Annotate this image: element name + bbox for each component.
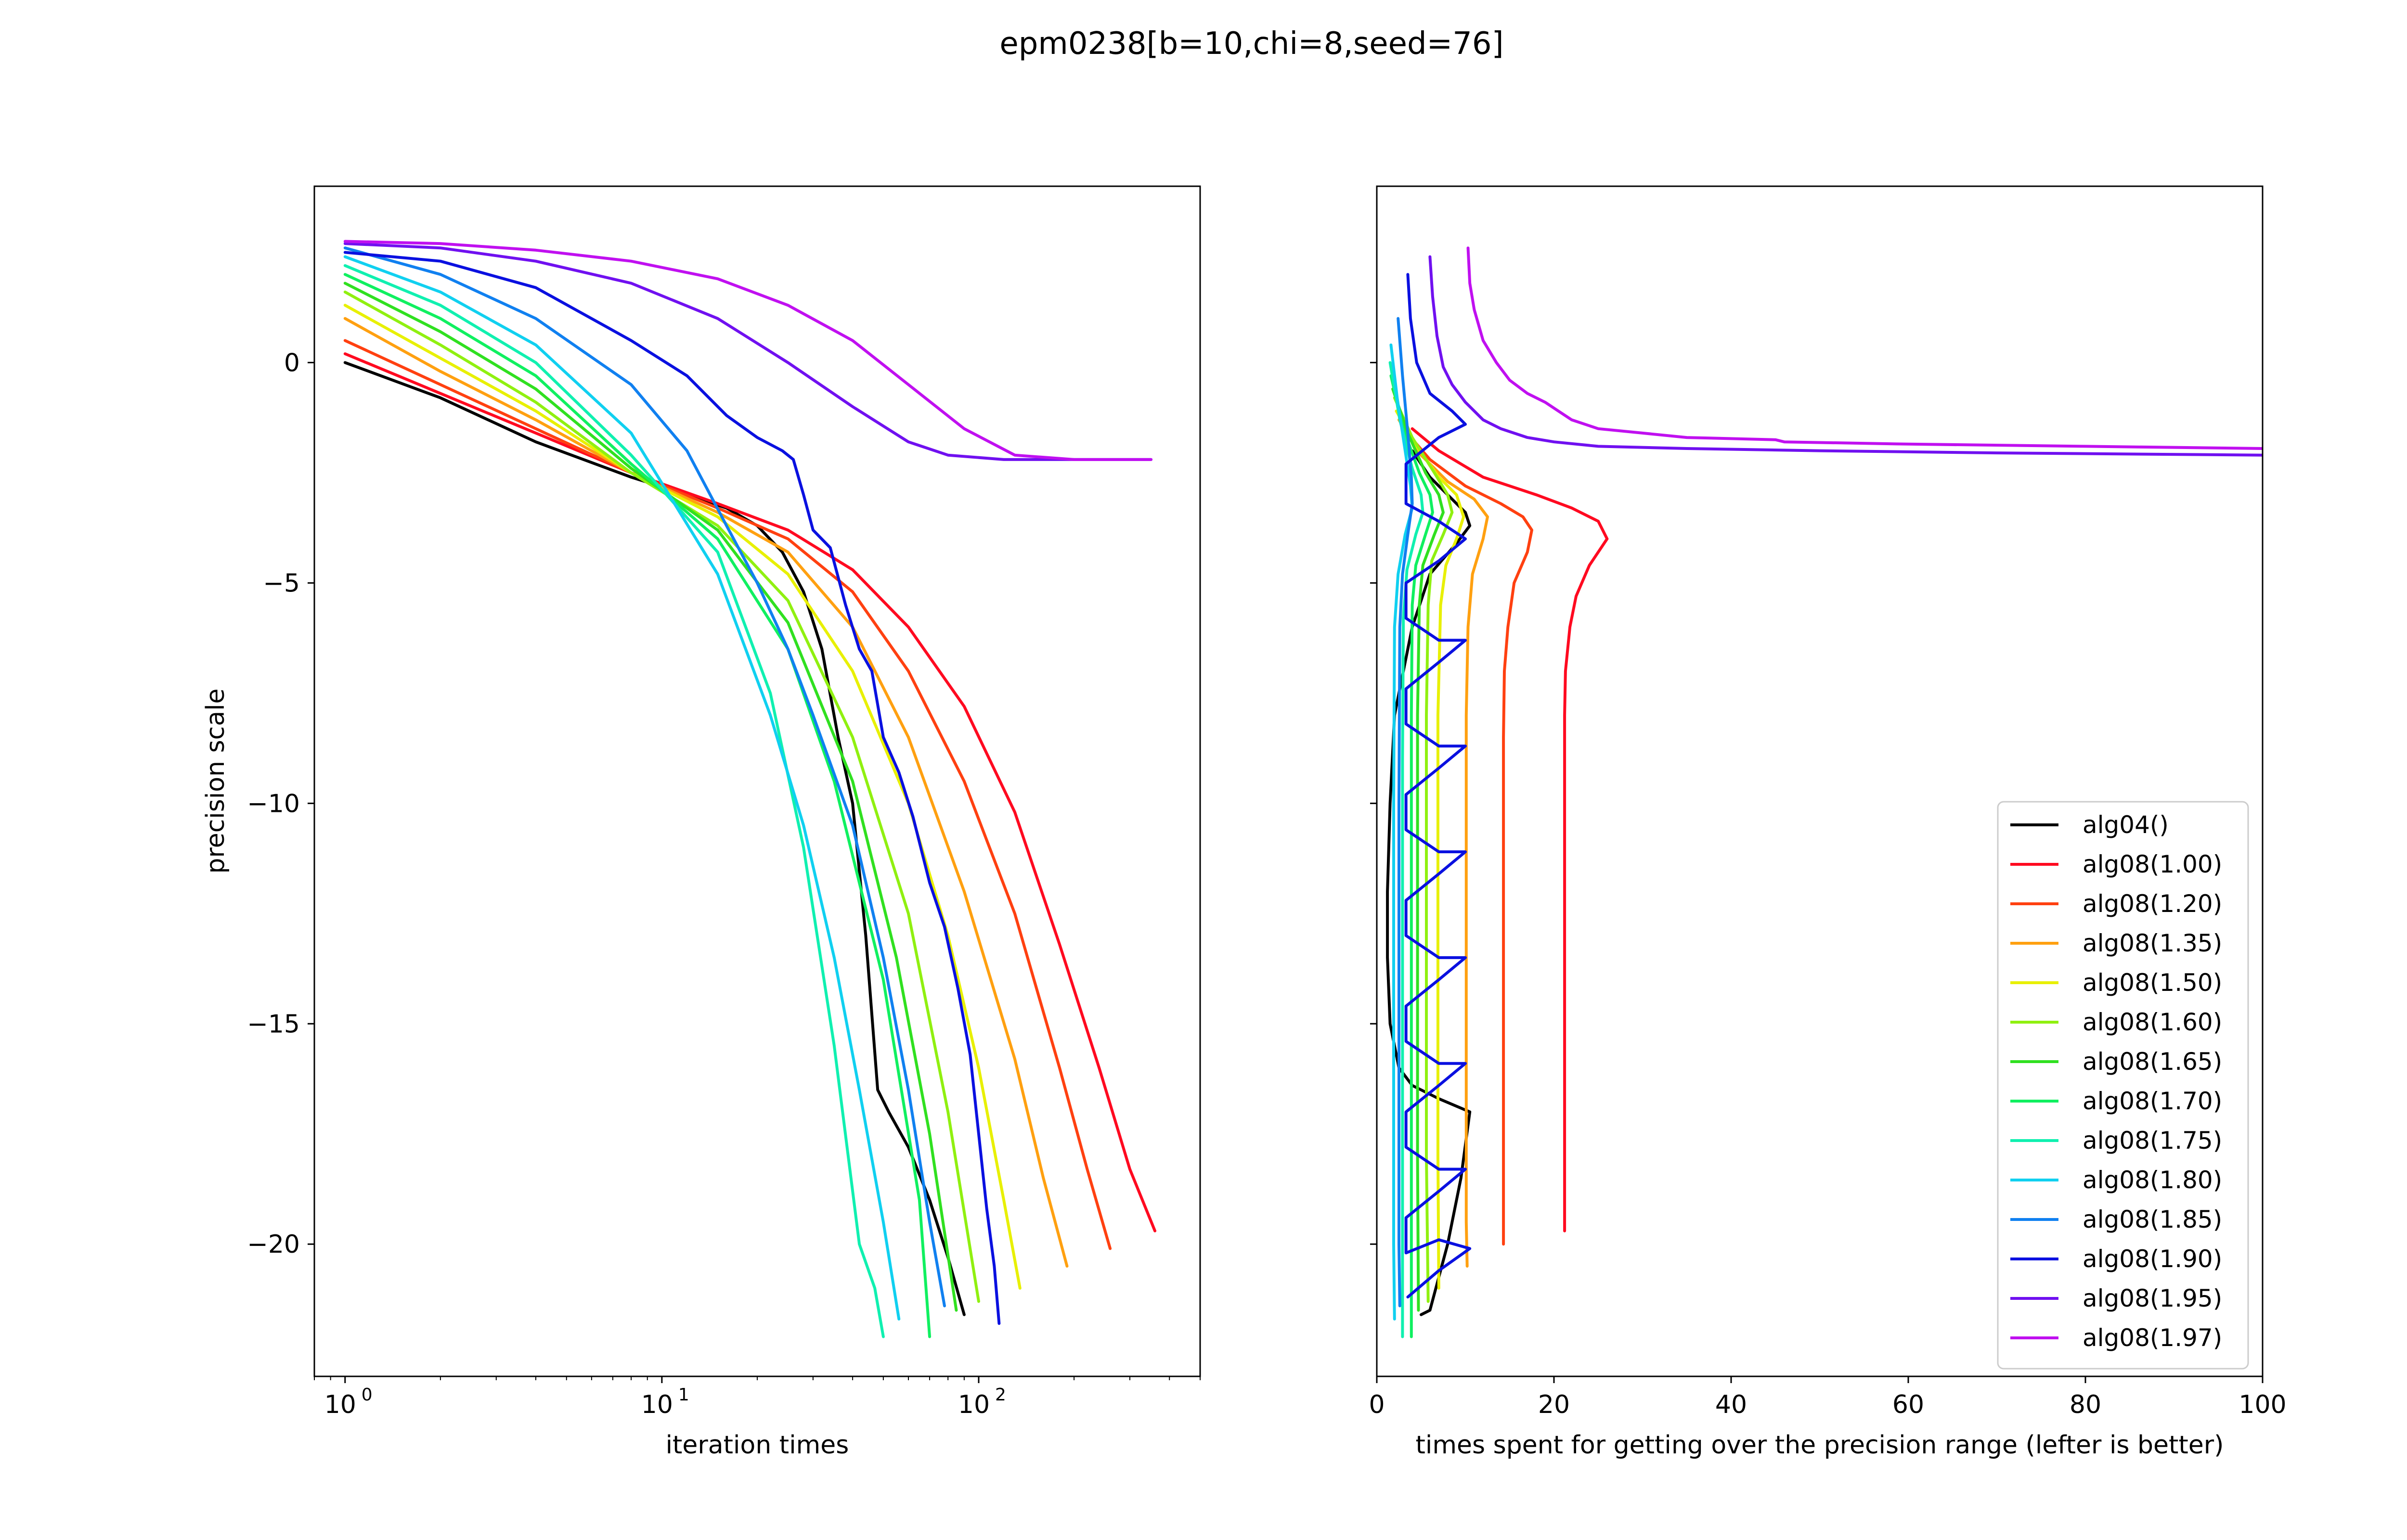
legend-label: alg08(1.80) (2083, 1166, 2222, 1194)
legend-label: alg08(1.85) (2083, 1206, 2222, 1233)
right-x-axis-label: times spent for getting over the precisi… (1416, 1431, 2224, 1460)
legend-label: alg08(1.35) (2083, 929, 2222, 957)
legend-frame (1998, 802, 2248, 1369)
left-y-axis-label: precision scale (201, 688, 230, 873)
x-tick-base: 10 (958, 1390, 990, 1419)
x-tick-base: 10 (641, 1390, 673, 1419)
x-tick-exponent: 2 (995, 1385, 1006, 1405)
legend-label: alg08(1.97) (2083, 1324, 2222, 1352)
y-tick-label: −10 (247, 789, 300, 818)
x-tick-exponent: 0 (362, 1385, 373, 1405)
legend-label: alg08(1.60) (2083, 1008, 2222, 1036)
left-x-axis-label: iteration times (666, 1431, 849, 1460)
x-tick-exponent: 1 (678, 1385, 689, 1405)
x-tick-label: 60 (1892, 1390, 1924, 1419)
x-tick-label: 100 (2239, 1390, 2286, 1419)
y-tick-label: −15 (247, 1010, 300, 1039)
legend-label: alg08(1.95) (2083, 1284, 2222, 1312)
legend-label: alg08(1.00) (2083, 850, 2222, 878)
legend-label: alg04() (2083, 811, 2169, 839)
x-tick-label: 80 (2070, 1390, 2101, 1419)
figure-title: epm0238[b=10,chi=8,seed=76] (999, 26, 1503, 62)
legend: alg04() alg08(1.00) alg08(1.20) alg08(1.35)… (1998, 802, 2248, 1369)
legend-label: alg08(1.75) (2083, 1127, 2222, 1155)
y-tick-label: −5 (263, 569, 300, 598)
legend-label: alg08(1.65) (2083, 1048, 2222, 1076)
y-tick-label: −20 (247, 1230, 300, 1259)
y-tick-label: 0 (284, 348, 300, 377)
legend-label: alg08(1.70) (2083, 1087, 2222, 1115)
x-tick-base: 10 (324, 1390, 356, 1419)
legend-label: alg08(1.50) (2083, 969, 2222, 997)
x-tick-label: 40 (1715, 1390, 1747, 1419)
x-tick-label: 20 (1538, 1390, 1570, 1419)
legend-label: alg08(1.20) (2083, 890, 2222, 918)
x-tick-label: 0 (1369, 1390, 1385, 1419)
legend-label: alg08(1.90) (2083, 1245, 2222, 1273)
